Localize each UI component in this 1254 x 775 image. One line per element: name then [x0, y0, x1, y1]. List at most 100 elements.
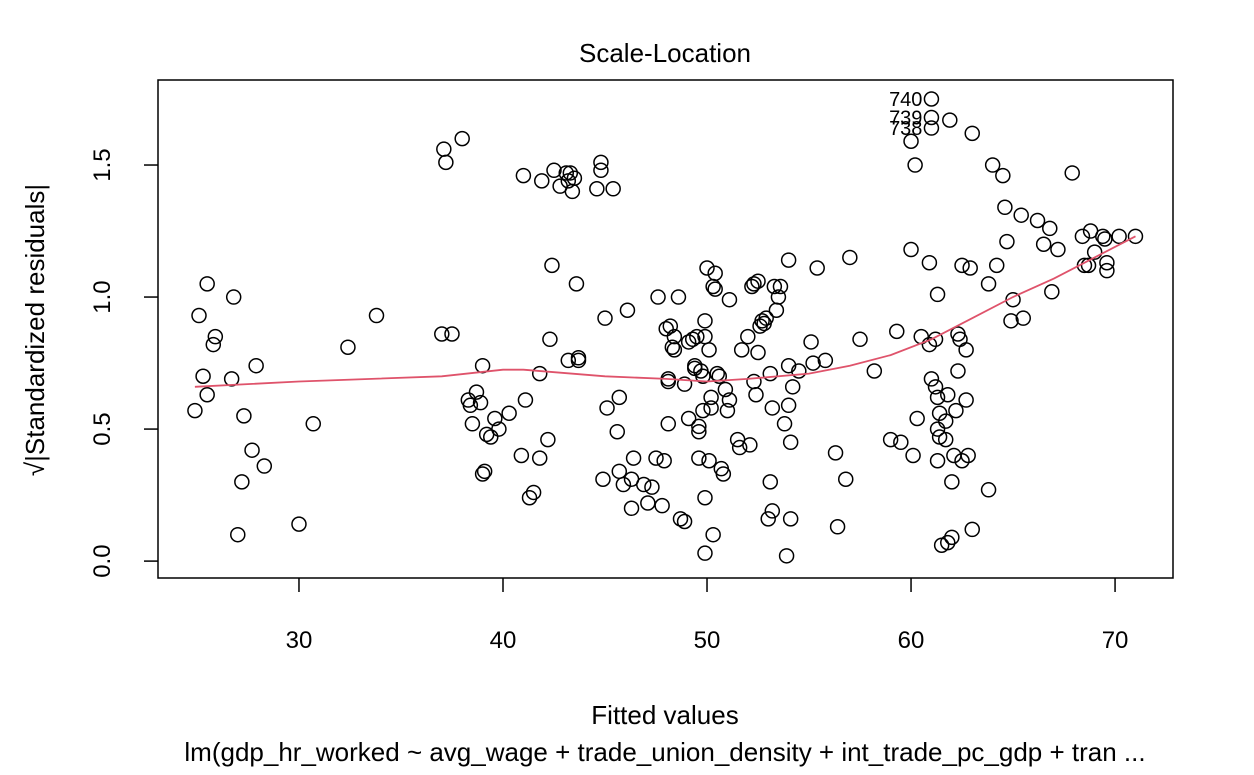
- point: [609, 423, 625, 440]
- point: [464, 416, 481, 432]
- point: [909, 410, 925, 427]
- point: [1074, 228, 1091, 245]
- point: [923, 120, 940, 136]
- point: [444, 326, 460, 342]
- point: [542, 331, 558, 348]
- point: [703, 389, 719, 406]
- point: [605, 181, 621, 197]
- point: [672, 511, 689, 527]
- point: [746, 276, 762, 292]
- point: [780, 252, 797, 268]
- point: [660, 416, 677, 432]
- point: [940, 534, 956, 551]
- point: [995, 167, 1011, 184]
- point: [593, 162, 609, 179]
- point: [691, 418, 707, 435]
- point: [305, 416, 322, 432]
- point-label: 740: [889, 89, 922, 111]
- point: [636, 476, 652, 493]
- point: [784, 379, 801, 395]
- point: [225, 289, 242, 305]
- point: [903, 133, 919, 150]
- point: [946, 447, 962, 464]
- point: [764, 400, 781, 416]
- point: [929, 421, 946, 437]
- point: [205, 336, 222, 353]
- point: [1050, 241, 1066, 258]
- point: [960, 447, 976, 464]
- point: [640, 495, 656, 511]
- point: [699, 260, 715, 276]
- point: [997, 199, 1013, 216]
- point: [750, 344, 766, 361]
- point: [191, 307, 207, 324]
- point: [697, 328, 713, 345]
- point: [611, 463, 628, 480]
- point: [980, 276, 997, 292]
- point: [199, 386, 215, 403]
- chart-title: Scale-Location: [579, 38, 751, 68]
- point: [676, 376, 693, 392]
- point: [691, 450, 707, 466]
- point: [1111, 228, 1127, 245]
- point: [780, 357, 797, 374]
- point: [615, 476, 632, 493]
- point: [954, 257, 970, 274]
- point: [558, 165, 574, 181]
- point: [927, 331, 944, 348]
- point: [780, 397, 797, 414]
- point: [648, 450, 664, 466]
- y-tick-label: 0.0: [89, 544, 116, 577]
- point: [838, 471, 854, 487]
- point: [619, 302, 636, 319]
- point: [758, 310, 774, 326]
- point: [1099, 262, 1115, 279]
- point: [666, 342, 683, 358]
- point: [487, 410, 503, 427]
- point: [937, 413, 954, 429]
- point: [1042, 220, 1058, 237]
- point: [434, 326, 450, 342]
- point: [525, 484, 542, 501]
- point: [948, 402, 964, 419]
- point: [705, 526, 721, 543]
- point: [540, 431, 556, 448]
- point: [842, 249, 858, 266]
- point: [762, 474, 779, 490]
- point: [746, 373, 762, 390]
- point: [562, 165, 579, 181]
- point: [803, 334, 819, 350]
- point: [662, 318, 679, 334]
- point: [715, 466, 732, 482]
- point: [962, 260, 978, 276]
- x-tick-label: 50: [694, 627, 721, 654]
- point: [817, 352, 834, 369]
- point: [611, 389, 628, 406]
- smoother-line: [194, 235, 1136, 388]
- point: [340, 339, 356, 355]
- point: [921, 254, 938, 271]
- point: [958, 392, 974, 408]
- point: [1086, 244, 1103, 260]
- point: [697, 489, 713, 506]
- point: [707, 265, 723, 282]
- point: [656, 453, 672, 469]
- point: [703, 400, 719, 416]
- point: [731, 439, 748, 456]
- point: [501, 405, 517, 421]
- point: [230, 526, 246, 543]
- point: [1035, 236, 1052, 252]
- y-tick-label: 1.5: [89, 148, 116, 181]
- point: [531, 365, 548, 382]
- point: [1015, 310, 1031, 326]
- point: [234, 474, 250, 490]
- point-label: 739: [889, 107, 922, 129]
- point: [680, 410, 697, 427]
- point: [534, 173, 550, 189]
- point: [566, 170, 583, 186]
- point: [654, 497, 670, 514]
- point: [944, 474, 960, 490]
- point: [476, 463, 493, 480]
- x-axis-label: Fitted values: [591, 700, 738, 730]
- point: [711, 368, 728, 385]
